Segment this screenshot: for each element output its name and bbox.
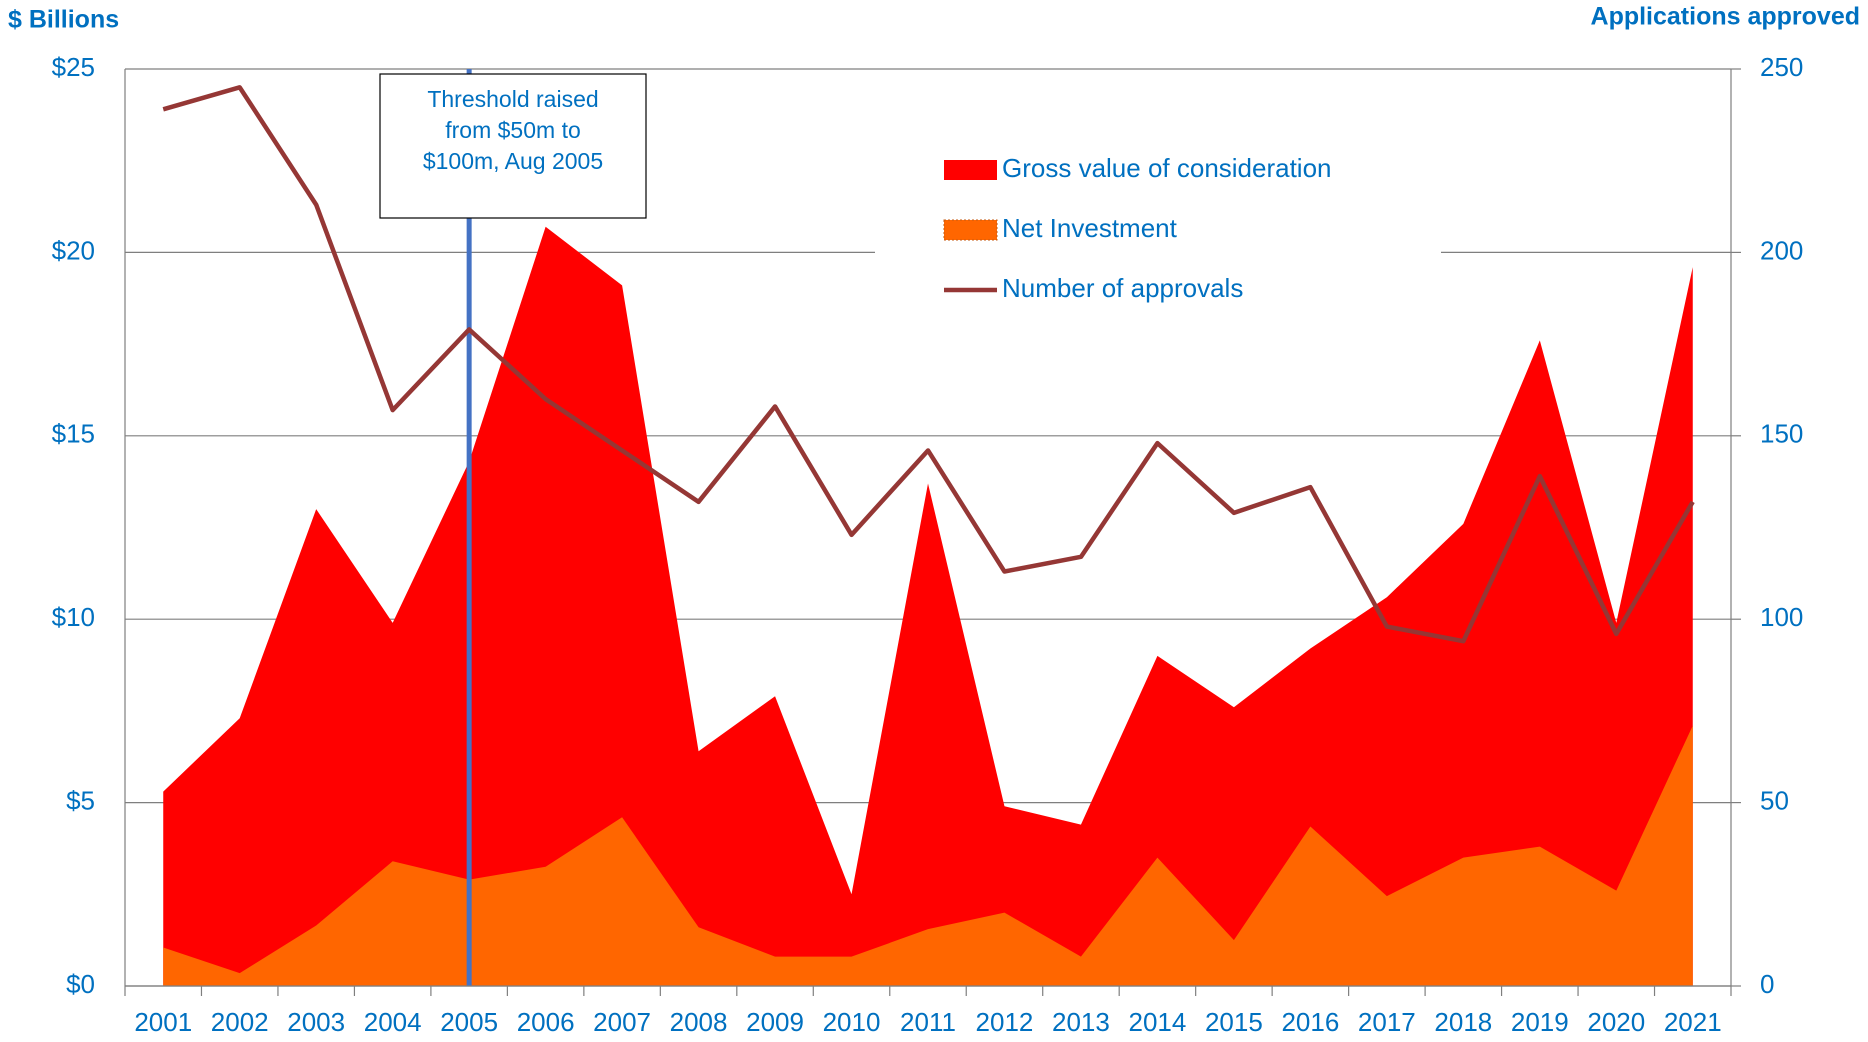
y2-tick-label: 150 [1760, 419, 1803, 449]
y-tick-label: $0 [66, 969, 95, 999]
annotation-text: $100m, Aug 2005 [423, 148, 603, 174]
x-tick-label: 2006 [517, 1007, 575, 1037]
annotation-box [379, 73, 647, 219]
legend-label: Number of approvals [1002, 273, 1243, 303]
x-tick-label: 2014 [1129, 1007, 1187, 1037]
area [163, 226, 1693, 986]
y-tick-label: $25 [52, 52, 95, 82]
legend-swatch [943, 219, 998, 241]
y2-tick-label: 100 [1760, 602, 1803, 632]
line [162, 85, 1695, 644]
x-tick-label: 2018 [1434, 1007, 1492, 1037]
annotation-text: from $50m to [445, 117, 581, 143]
y-tick-label: $15 [52, 419, 95, 449]
x-tick-label: 2003 [287, 1007, 345, 1037]
y-tick-label: $10 [52, 602, 95, 632]
y2-axis-title: Applications approved [1591, 3, 1860, 31]
legend-label: Net Investment [1002, 213, 1178, 243]
area [163, 725, 1693, 986]
annotation-text: Threshold raised [427, 86, 598, 112]
x-tick-label: 2015 [1205, 1007, 1263, 1037]
x-tick-label: 2019 [1511, 1007, 1569, 1037]
x-tick-label: 2016 [1281, 1007, 1339, 1037]
x-tick-label: 2021 [1664, 1007, 1722, 1037]
x-tick-label: 2010 [823, 1007, 881, 1037]
x-tick-label: 2004 [364, 1007, 422, 1037]
x-tick-label: 2017 [1358, 1007, 1416, 1037]
x-tick-label: 2002 [211, 1007, 269, 1037]
y-axis-title: $ Billions [8, 6, 119, 34]
y2-tick-label: 0 [1760, 969, 1774, 999]
x-tick-label: 2005 [440, 1007, 498, 1037]
y2-tick-label: 50 [1760, 785, 1789, 815]
x-tick-label: 2020 [1587, 1007, 1645, 1037]
legend-swatch [944, 160, 997, 180]
x-tick-label: 2001 [134, 1007, 192, 1037]
y-tick-label: $20 [52, 235, 95, 265]
y2-tick-label: 250 [1760, 52, 1803, 82]
x-tick-label: 2008 [670, 1007, 728, 1037]
x-tick-label: 2012 [976, 1007, 1034, 1037]
y2-tick-label: 200 [1760, 235, 1803, 265]
x-tick-label: 2009 [746, 1007, 804, 1037]
y-tick-label: $5 [66, 785, 95, 815]
x-tick-label: 2013 [1052, 1007, 1110, 1037]
x-tick-label: 2007 [593, 1007, 651, 1037]
x-tick-label: 2011 [900, 1007, 956, 1037]
legend-label: Gross value of consideration [1002, 153, 1332, 183]
